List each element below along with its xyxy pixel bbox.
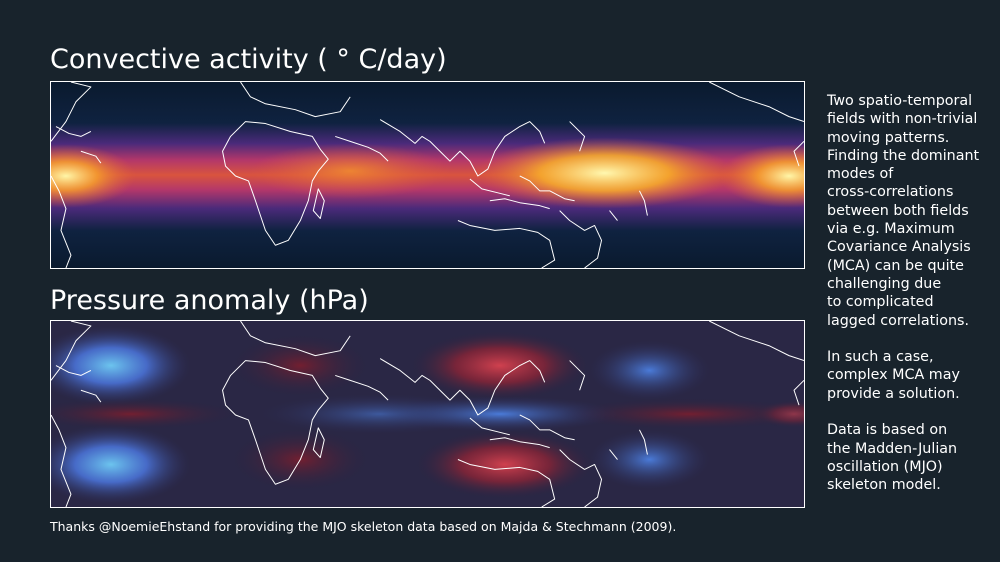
convective-activity-map — [50, 81, 805, 269]
credits-footer: Thanks @NoemieEhstand for providing the … — [50, 519, 677, 534]
pressure-anomaly-title: Pressure anomaly (hPa) — [50, 285, 369, 316]
pressure-anomaly-map — [50, 320, 805, 508]
description-paragraph: In such a case, complex MCA may provide … — [827, 349, 960, 402]
description-paragraph: Two spatio-temporal fields with non-triv… — [827, 93, 980, 329]
description-paragraph: Data is based on the Madden-Julian oscil… — [827, 422, 958, 494]
convective-activity-title: Convective activity ( ° C/day) — [50, 44, 447, 75]
coastlines — [51, 321, 804, 507]
description-panel: Two spatio-temporal fields with non-triv… — [827, 92, 997, 513]
coastlines — [51, 82, 804, 268]
